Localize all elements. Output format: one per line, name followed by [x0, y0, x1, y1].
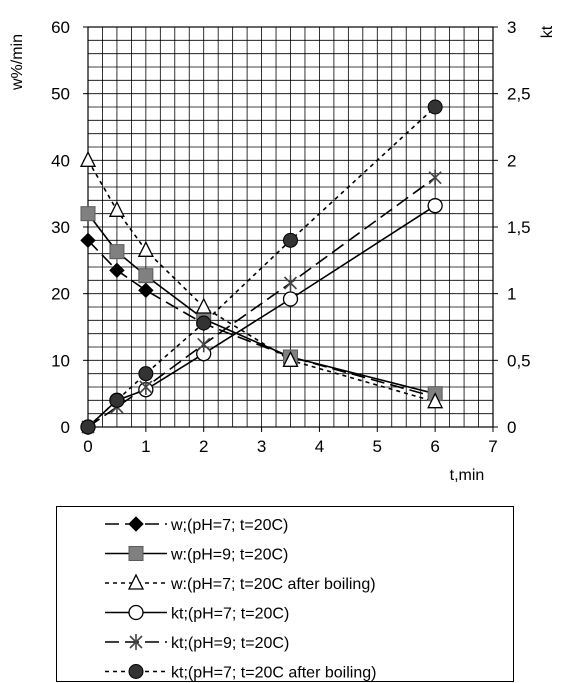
series-5-point — [283, 232, 298, 248]
series-1-point — [138, 268, 154, 284]
series-0-point — [109, 262, 125, 279]
y-tick-label: 40 — [51, 151, 70, 170]
series-5-point — [109, 392, 125, 408]
legend-marker-3 — [128, 604, 144, 621]
legend-label-1: w:(pH=9; t=20C) — [170, 547, 288, 564]
y-tick-label: 20 — [51, 285, 70, 304]
y-tick-label: 10 — [51, 351, 70, 370]
series-5-point — [138, 366, 154, 382]
y-tick-label: 30 — [51, 218, 70, 237]
legend-marker-2 — [127, 573, 145, 590]
series-3-point — [427, 198, 443, 214]
series-3-point — [282, 291, 299, 307]
chart-axes — [83, 26, 498, 432]
y-axis-label: w%/min — [9, 34, 26, 91]
y-tick-label: 60 — [51, 18, 70, 37]
x-tick-label: 0 — [83, 437, 92, 456]
legend-label-4: kt;(pH=9; t=20C) — [171, 635, 289, 652]
legend-marker-0 — [128, 516, 144, 532]
series-4-point — [283, 275, 298, 291]
y-tick-label: 0 — [61, 418, 70, 437]
legend-label-5: kt;(pH=7; t=20C after boiling) — [171, 665, 376, 682]
series-5-point — [80, 419, 96, 435]
x-tick-label: 5 — [373, 437, 382, 456]
legend-marker-4 — [129, 634, 143, 650]
legend-marker-1 — [128, 546, 144, 561]
x-tick-label: 1 — [141, 437, 150, 456]
y-tick-label: 50 — [51, 85, 70, 104]
x-tick-label: 2 — [199, 437, 208, 456]
y2-tick-label: 2 — [507, 151, 516, 170]
series-1-point — [109, 244, 125, 260]
y2-axis-label: kt — [539, 25, 556, 38]
x-tick-label: 6 — [430, 437, 439, 456]
legend-label-0: w;(pH=7; t=20C) — [170, 517, 288, 534]
series-2-point — [108, 200, 125, 217]
y2-tick-label: 0,5 — [507, 351, 531, 370]
legend-label-2: w:(pH=7; t=20C after boiling) — [170, 576, 376, 593]
series-2-point — [195, 297, 212, 314]
chart-legend: w;(pH=7; t=20C) w:(pH=9; t=20C) w:(pH=7; t… — [56, 506, 514, 682]
series-4-point — [428, 169, 442, 186]
series-4-point — [197, 336, 211, 353]
x-tick-label: 4 — [315, 437, 324, 456]
series-2-point — [282, 350, 299, 367]
series-5-point — [196, 315, 212, 331]
series-4-point — [139, 379, 153, 395]
series-1-point — [80, 206, 96, 222]
x-axis-label: t,min — [450, 467, 485, 484]
series-2-point — [427, 392, 444, 409]
y2-tick-label: 3 — [507, 18, 516, 37]
y2-tick-label: 2,5 — [507, 85, 531, 104]
x-tick-label: 3 — [257, 437, 266, 456]
series-2-point — [79, 150, 97, 167]
chart-series-markers — [79, 99, 444, 435]
y2-tick-label: 0 — [507, 418, 516, 437]
series-2-point — [137, 240, 154, 257]
legend-label-3: kt;(pH=7; t=20C) — [171, 606, 289, 623]
y2-tick-label: 1,5 — [507, 218, 531, 237]
y2-tick-label: 1 — [507, 285, 516, 304]
legend-marker-5 — [128, 664, 144, 679]
series-line-2 — [87, 159, 436, 403]
series-0-point — [80, 232, 96, 249]
series-5-point — [427, 99, 443, 115]
x-tick-label: 7 — [488, 437, 497, 456]
series-line-4 — [87, 177, 436, 428]
series-0-point — [138, 282, 154, 299]
